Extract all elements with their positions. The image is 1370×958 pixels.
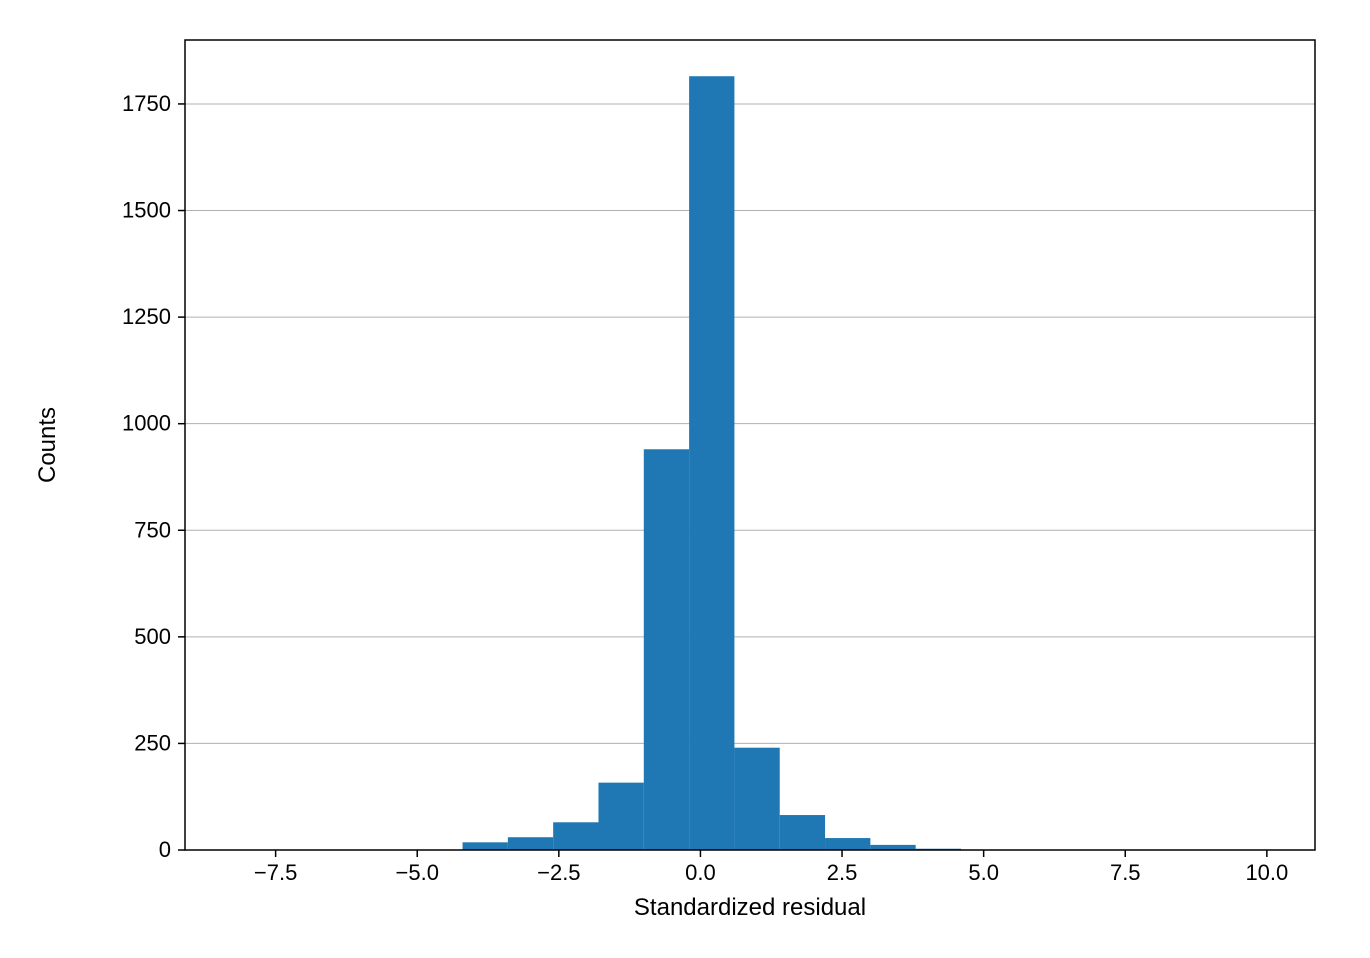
histogram-bar (463, 842, 508, 850)
histogram-bar (508, 837, 553, 850)
y-tick-label: 0 (159, 837, 171, 862)
y-tick-label: 500 (134, 624, 171, 649)
plot-border (185, 40, 1315, 850)
x-tick-label: 7.5 (1110, 860, 1141, 885)
x-tick-label: 0.0 (685, 860, 716, 885)
y-axis-label: Counts (34, 407, 61, 483)
histogram-bar (553, 822, 598, 850)
histogram-bar (734, 748, 779, 850)
x-tick-label: −5.0 (396, 860, 439, 885)
histogram-bar (870, 845, 915, 850)
y-tick-label: 1750 (122, 91, 171, 116)
y-tick-label: 750 (134, 517, 171, 542)
y-tick-label: 250 (134, 730, 171, 755)
histogram-bar (644, 449, 689, 850)
x-axis-label: Standardized residual (634, 894, 866, 921)
histogram-bar (825, 838, 870, 850)
y-tick-label: 1000 (122, 411, 171, 436)
x-tick-label: 5.0 (968, 860, 999, 885)
histogram-bar (598, 783, 643, 850)
x-tick-label: 2.5 (827, 860, 858, 885)
histogram-chart: −7.5 −5.0 −2.5 0.0 2.5 5.0 7.5 10.0 0 250 500 750 10… (0, 0, 1370, 958)
chart-svg: −7.5 −5.0 −2.5 0.0 2.5 5.0 7.5 10.0 0 250 500 750 10… (0, 0, 1370, 958)
y-tick-label: 1250 (122, 304, 171, 329)
x-tick-label: −7.5 (254, 860, 297, 885)
x-tick-label: 10.0 (1245, 860, 1288, 885)
x-tick-label: −2.5 (537, 860, 580, 885)
y-tick-label: 1500 (122, 198, 171, 223)
histogram-bar (780, 815, 825, 850)
histogram-bar (689, 76, 734, 850)
